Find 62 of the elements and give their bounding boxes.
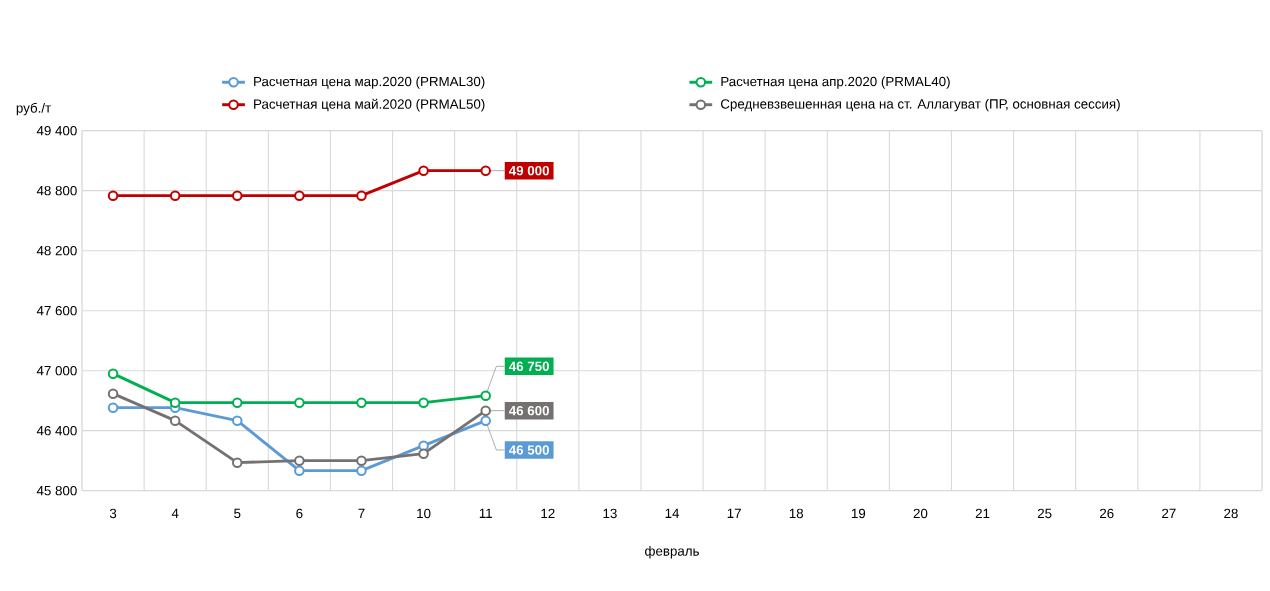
- point: [294, 397, 305, 409]
- point: [418, 165, 429, 177]
- x-tick-label: 13: [603, 508, 617, 519]
- x-tick-label: 7: [358, 508, 365, 519]
- point: [107, 368, 119, 380]
- x-tick-label: 10: [417, 508, 431, 519]
- x-tick-label: 17: [727, 508, 741, 519]
- x-tick-label: 21: [975, 508, 990, 519]
- legend-label: Расчетная цена апр.2020 (PRMAL40): [721, 76, 950, 90]
- point: [418, 448, 429, 460]
- point: [480, 415, 491, 427]
- data-label: 49 000: [508, 166, 549, 176]
- y-tick-label: 45 800: [36, 486, 77, 496]
- x-tick-label: 26: [1100, 508, 1114, 519]
- point: [107, 402, 119, 414]
- point: [480, 390, 491, 402]
- point: [232, 397, 243, 409]
- point: [232, 457, 243, 469]
- x-tick-label: 28: [1224, 508, 1238, 519]
- x-tick-label: 18: [789, 508, 804, 519]
- x-axis-title: февраль: [645, 546, 699, 559]
- x-tick-label: 3: [109, 508, 117, 519]
- legend-label: Расчетная цена мар.2020 (PRMAL30): [254, 76, 485, 90]
- point: [107, 190, 119, 202]
- point: [480, 405, 491, 417]
- data-label: 46 600: [508, 406, 549, 416]
- point: [294, 190, 305, 202]
- x-tick-label: 5: [234, 508, 241, 519]
- point: [232, 190, 243, 202]
- point: [356, 190, 367, 202]
- y-axis-title: руб./т: [16, 102, 51, 116]
- point: [356, 397, 367, 409]
- x-tick-label: 27: [1162, 508, 1176, 519]
- data-label: 46 750: [508, 361, 549, 372]
- y-tick-label: 49 400: [36, 126, 77, 136]
- point: [480, 165, 491, 177]
- y-tick-label: 47 600: [36, 306, 77, 316]
- legend-label: Расчетная цена май.2020 (PRMAL50): [254, 98, 485, 112]
- point: [169, 397, 181, 409]
- x-tick-label: 25: [1037, 508, 1052, 519]
- point: [294, 465, 305, 477]
- x-tick-label: 6: [296, 508, 303, 519]
- legend-label: Средневзвешенная цена на ст. Аллагуват (ПР, основная сессия): [720, 99, 1120, 112]
- y-tick-label: 48 200: [36, 246, 77, 256]
- x-tick-label: 4: [171, 508, 179, 519]
- x-tick-label: 19: [851, 508, 866, 519]
- point: [418, 397, 429, 409]
- x-tick-label: 11: [479, 508, 492, 519]
- point: [356, 465, 367, 477]
- y-tick-label: 48 800: [36, 186, 77, 196]
- x-tick-label: 12: [541, 508, 555, 519]
- point: [232, 415, 243, 427]
- point: [107, 388, 119, 400]
- data-label: 46 500: [508, 445, 549, 455]
- point: [169, 190, 181, 202]
- y-tick-label: 46 400: [36, 426, 77, 436]
- x-tick-label: 20: [913, 508, 928, 519]
- x-tick-label: 14: [665, 508, 680, 519]
- point: [356, 455, 367, 467]
- point: [294, 455, 305, 467]
- point: [169, 415, 181, 427]
- y-tick-label: 47 000: [36, 366, 77, 376]
